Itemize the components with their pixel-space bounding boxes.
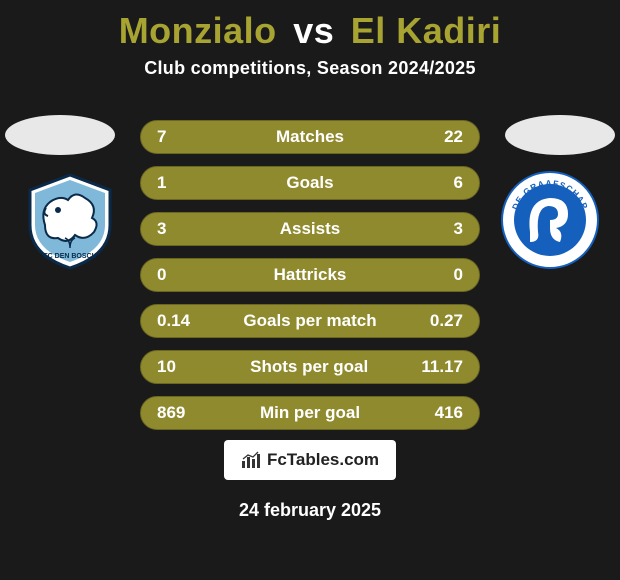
stat-value-right: 3: [423, 219, 463, 239]
fc-den-bosch-emblem: FC DEN BOSCH: [20, 170, 120, 270]
stat-value-right: 22: [423, 127, 463, 147]
stat-label: Goals per match: [197, 311, 423, 331]
player2-name: El Kadiri: [351, 10, 502, 51]
stat-value-left: 10: [157, 357, 197, 377]
stat-row-hattricks: 0 Hattricks 0: [140, 258, 480, 292]
player1-photo-placeholder: [5, 115, 115, 155]
stat-row-min-per-goal: 869 Min per goal 416: [140, 396, 480, 430]
stat-label: Assists: [197, 219, 423, 239]
stat-label: Shots per goal: [197, 357, 421, 377]
stat-label: Goals: [197, 173, 423, 193]
stat-value-left: 3: [157, 219, 197, 239]
comparison-date: 24 february 2025: [0, 500, 620, 521]
stat-value-right: 416: [423, 403, 463, 423]
stat-row-shots-per-goal: 10 Shots per goal 11.17: [140, 350, 480, 384]
fctables-logo[interactable]: FcTables.com: [224, 440, 396, 480]
stat-value-right: 11.17: [421, 357, 463, 377]
competition-subtitle: Club competitions, Season 2024/2025: [0, 58, 620, 79]
stat-row-matches: 7 Matches 22: [140, 120, 480, 154]
stat-value-right: 0.27: [423, 311, 463, 331]
stat-label: Matches: [197, 127, 423, 147]
vs-separator: vs: [293, 10, 334, 51]
stat-value-right: 6: [423, 173, 463, 193]
stat-value-right: 0: [423, 265, 463, 285]
de-graafschap-emblem: DE GRAAFSCHAP: [500, 170, 600, 270]
chart-icon: [241, 451, 263, 469]
stat-row-goals: 1 Goals 6: [140, 166, 480, 200]
player2-photo-placeholder: [505, 115, 615, 155]
stat-label: Hattricks: [197, 265, 423, 285]
stat-row-goals-per-match: 0.14 Goals per match 0.27: [140, 304, 480, 338]
stat-label: Min per goal: [197, 403, 423, 423]
stat-value-left: 869: [157, 403, 197, 423]
stat-row-assists: 3 Assists 3: [140, 212, 480, 246]
stat-value-left: 7: [157, 127, 197, 147]
fctables-logo-text: FcTables.com: [267, 450, 379, 470]
stat-value-left: 0: [157, 265, 197, 285]
stat-value-left: 0.14: [157, 311, 197, 331]
player1-name: Monzialo: [119, 10, 277, 51]
svg-text:FC DEN BOSCH: FC DEN BOSCH: [43, 253, 96, 260]
comparison-header: Monzialo vs El Kadiri Club competitions,…: [0, 0, 620, 79]
stat-value-left: 1: [157, 173, 197, 193]
stats-container: 7 Matches 22 1 Goals 6 3 Assists 3 0 Hat…: [140, 120, 480, 442]
comparison-title: Monzialo vs El Kadiri: [0, 10, 620, 52]
